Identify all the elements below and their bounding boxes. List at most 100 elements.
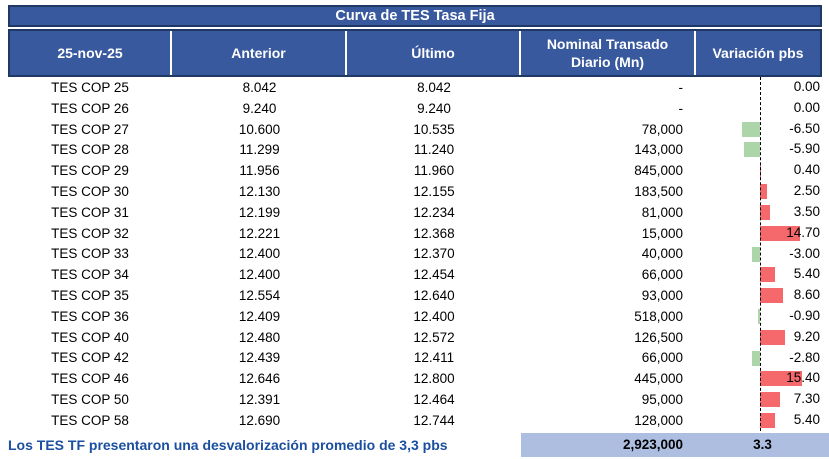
variacion-value: 15.40: [786, 370, 820, 386]
table-row: TES COP 28 11.299 11.240 143,000 -5.90: [8, 139, 829, 160]
anterior-value: 12.439: [238, 350, 281, 366]
nominal-value: 95,000: [641, 392, 683, 408]
nominal-value: -: [678, 79, 684, 95]
total-nominal-value: 2,923,000: [622, 437, 683, 452]
table-title: Curva de TES Tasa Fija: [8, 5, 822, 27]
nominal-value: 845,000: [634, 163, 683, 179]
row-label: TES COP 32: [51, 225, 129, 241]
table-row: TES COP 32 12.221 12.368 15,000 14.70: [8, 223, 829, 244]
table-row: TES COP 31 12.199 12.234 81,000 3.50: [8, 202, 829, 223]
anterior-value: 12.391: [238, 392, 281, 408]
ultimo-value: 12.234: [413, 204, 455, 220]
row-label: TES COP 30: [51, 183, 129, 199]
nominal-value: 78,000: [641, 121, 683, 137]
variacion-value: 14.70: [786, 224, 820, 240]
variacion-cell: 14.70: [696, 223, 829, 244]
table-row: TES COP 34 12.400 12.454 66,000 5.40: [8, 264, 829, 285]
header-variacion: Variación pbs: [712, 45, 804, 61]
header-date: 25-nov-25: [10, 31, 172, 75]
zero-axis-line: [760, 77, 761, 431]
ultimo-value: 12.464: [413, 392, 455, 408]
table-row: TES COP 42 12.439 12.411 66,000 -2.80: [8, 348, 829, 369]
variacion-cell: -0.90: [696, 306, 829, 327]
ultimo-value: 12.800: [413, 371, 455, 387]
table-row: TES COP 27 10.600 10.535 78,000 -6.50: [8, 119, 829, 140]
variation-bar-negative: [752, 350, 760, 366]
variacion-cell: -6.50: [696, 119, 829, 140]
variation-bar-positive: [760, 204, 770, 220]
row-label: TES COP 29: [51, 163, 129, 179]
variacion-value: 8.60: [793, 287, 820, 303]
nominal-value: 445,000: [634, 371, 683, 387]
nominal-value: 81,000: [641, 204, 683, 220]
footer-note: Los TES TF presentaron una desvalorizaci…: [8, 437, 448, 453]
nominal-value: 128,000: [634, 412, 683, 428]
nominal-value: 93,000: [641, 288, 683, 304]
header-row: 25-nov-25 Anterior Último Nominal Transa…: [8, 29, 822, 77]
anterior-value: 12.221: [238, 225, 281, 241]
row-label: TES COP 35: [51, 288, 129, 304]
row-label: TES COP 58: [51, 412, 129, 428]
variation-bar-negative: [751, 246, 760, 262]
row-label: TES COP 34: [51, 267, 129, 283]
nominal-value: 183,500: [634, 183, 683, 199]
ultimo-value: 12.370: [413, 246, 455, 262]
variacion-cell: 0.00: [696, 77, 829, 98]
anterior-value: 12.199: [238, 204, 281, 220]
variacion-cell: 2.50: [696, 181, 829, 202]
ultimo-value: 8.042: [417, 79, 451, 95]
table-row: TES COP 26 9.240 9.240 - 0.00: [8, 98, 829, 119]
anterior-value: 12.646: [238, 371, 281, 387]
nominal-value: 15,000: [641, 225, 683, 241]
ultimo-value: 12.572: [413, 329, 455, 345]
anterior-value: 12.409: [238, 308, 281, 324]
variacion-value: 2.50: [793, 183, 820, 199]
table-row: TES COP 29 11.956 11.960 845,000 0.40: [8, 160, 829, 181]
variation-bar-positive: [760, 288, 784, 304]
ultimo-value: 12.744: [413, 412, 455, 428]
variation-bar-positive: [760, 392, 780, 408]
anterior-value: 8.042: [242, 79, 277, 95]
variacion-value: 5.40: [793, 412, 820, 427]
variacion-cell: 0.00: [696, 98, 829, 119]
variation-bar-positive: [760, 371, 802, 387]
variacion-cell: 5.40: [696, 264, 829, 285]
ultimo-value: 10.535: [413, 121, 455, 137]
variacion-value: -6.50: [789, 120, 820, 136]
variacion-cell: 0.40: [696, 160, 829, 181]
row-label: TES COP 50: [51, 392, 129, 408]
anterior-value: 12.130: [238, 183, 281, 199]
variacion-value: 9.20: [793, 328, 820, 344]
ultimo-value: 12.368: [413, 225, 455, 241]
row-label: TES COP 27: [51, 121, 129, 137]
anterior-value: 11.299: [239, 142, 280, 158]
row-label: TES COP 42: [51, 350, 129, 366]
variacion-value: 0.40: [793, 162, 820, 178]
nominal-value: 66,000: [641, 267, 683, 283]
variation-bar-negative: [742, 121, 760, 137]
row-label: TES COP 40: [51, 329, 129, 345]
row-label: TES COP 36: [51, 308, 129, 324]
row-label: TES COP 33: [51, 246, 129, 262]
row-label: TES COP 46: [51, 371, 129, 387]
anterior-value: 12.400: [238, 267, 281, 283]
header-anterior: Anterior: [172, 31, 347, 75]
anterior-value: 10.600: [238, 121, 281, 137]
ultimo-value: 12.640: [413, 288, 455, 304]
variation-bar-positive: [760, 329, 786, 345]
total-row: Los TES TF presentaron una desvalorizaci…: [0, 433, 829, 457]
total-variacion-value: 3.3: [753, 437, 772, 452]
variacion-value: 5.40: [793, 266, 820, 282]
nominal-value: 126,500: [634, 329, 683, 345]
anterior-value: 9.240: [242, 100, 277, 116]
ultimo-value: 11.240: [413, 142, 455, 158]
header-ultimo: Último: [347, 31, 521, 75]
variation-bar-positive: [760, 413, 775, 428]
variacion-cell: 3.50: [696, 202, 829, 223]
variacion-value: -2.80: [789, 349, 820, 365]
ultimo-value: 12.155: [413, 183, 455, 199]
nominal-value: 40,000: [641, 246, 683, 262]
variacion-value: -5.90: [789, 141, 820, 157]
row-label: TES COP 26: [51, 100, 129, 116]
